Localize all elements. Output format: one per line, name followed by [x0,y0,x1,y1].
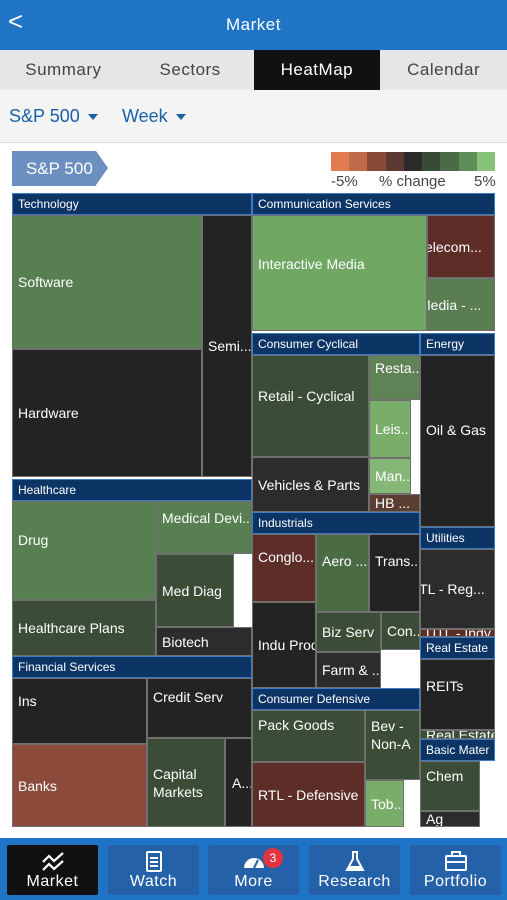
heatmap-cell-transportation[interactable]: Trans... [369,534,420,612]
index-dropdown[interactable]: S&P 500 [9,106,98,127]
nav-market[interactable]: Market [7,845,98,895]
heatmap-cell-restaurants[interactable]: Resta... [369,355,420,400]
chevron-down-icon [87,114,98,121]
index-breadcrumb[interactable]: S&P 500 [12,151,108,186]
sector-header-basic-materials[interactable]: Basic Mater [420,739,495,761]
tab-calendar[interactable]: Calendar [407,60,481,79]
heatmap-cell-credit-serv[interactable]: Credit Serv [147,678,252,738]
legend-swatch [331,152,350,171]
sector-header-financial-services[interactable]: Financial Services [12,656,252,678]
top-bar: < Market [0,0,507,50]
heatmap-cell-asset-mgmt[interactable]: A... [225,738,252,827]
legend-swatch [476,152,495,171]
heatmap-cell-chem[interactable]: Chem [420,761,480,811]
bottom-nav: Market Watch 3 More Research Portfolio [0,838,507,900]
legend-swatch [385,152,404,171]
sector-header-healthcare[interactable]: Healthcare [12,479,252,501]
tab-sectors[interactable]: Sectors [159,60,221,79]
chevron-down-icon [175,114,186,121]
sector-header-consumer-cyclical[interactable]: Consumer Cyclical [252,333,420,355]
heatmap-cell-reits[interactable]: REITs [420,659,495,730]
heatmap-cell-real-estate-other[interactable]: Real Estate ... [420,730,495,739]
legend-swatch [403,152,423,171]
chart-trend-icon [41,852,64,871]
tab-summary[interactable]: Summary [25,60,102,79]
heatmap-cell-drug[interactable]: Drug [12,501,156,600]
nav-portfolio[interactable]: Portfolio [410,845,501,895]
heatmap-cell-oil-gas[interactable]: Oil & Gas [420,355,495,527]
heatmap-cell-telecom[interactable]: Telecom... [427,215,495,278]
heatmap-cell-hardware[interactable]: Hardware [12,349,202,477]
heatmap-cell-leisure[interactable]: Leis... [369,400,411,458]
briefcase-icon [444,851,467,871]
filter-bar: S&P 500 Week [0,90,507,143]
tab-heatmap[interactable]: HeatMap [253,50,381,90]
nav-more[interactable]: 3 More [208,845,299,895]
sector-header-energy[interactable]: Energy [420,333,495,355]
legend-swatch [367,152,386,171]
heatmap-cell-beverages-non-alcoholic[interactable]: Bev - Non-A [365,710,420,780]
nav-watch-label: Watch [129,873,178,890]
heatmap-cell-construction[interactable]: Con... [381,612,420,650]
flask-icon [344,851,365,871]
heatmap-cell-utl-independent[interactable]: UTL - Indy... [420,629,495,637]
heatmap-cell-healthcare-plans[interactable]: Healthcare Plans [12,600,156,656]
back-button[interactable]: < [8,6,24,36]
heatmap-cell-conglomerates[interactable]: Conglo... [252,534,316,602]
page-title: Market [226,15,281,34]
sector-header-technology[interactable]: Technology [12,193,252,215]
heatmap-cell-manufacturing[interactable]: Man... [369,458,411,494]
heatmap-cell-biotech[interactable]: Biotech [156,627,252,656]
heatmap-cell-banks[interactable]: Banks [12,744,147,827]
legend-high-label: 5% [474,173,496,190]
heatmap-cell-ag[interactable]: Ag [420,811,480,827]
heatmap-cell-rtl-defensive[interactable]: RTL - Defensive [252,762,365,827]
heatmap-cell-indu-prod[interactable]: Indu Prod [252,602,316,688]
heatmap-cell-capital-markets[interactable]: Capital Markets [147,738,225,827]
nav-research-label: Research [318,873,391,890]
heatmap-cell-aerospace[interactable]: Aero ... [316,534,369,612]
index-dropdown-label: S&P 500 [9,106,80,126]
period-dropdown-label: Week [122,106,168,126]
nav-watch[interactable]: Watch [108,845,199,895]
nav-more-label: More [234,873,273,890]
nav-research[interactable]: Research [309,845,400,895]
sector-header-utilities[interactable]: Utilities [420,527,495,549]
color-legend [331,152,495,171]
notification-badge: 3 [263,848,283,868]
legend-low-label: -5% [331,173,358,190]
nav-portfolio-label: Portfolio [423,873,488,890]
gauge-icon [243,858,264,869]
heatmap-cell-software[interactable]: Software [12,215,202,349]
sector-header-industrials[interactable]: Industrials [252,512,420,534]
legend-swatch [458,152,477,171]
heatmap-cell-med-diag[interactable]: Med Diag [156,554,234,627]
period-dropdown[interactable]: Week [122,106,186,127]
heatmap-cell-homebuilding[interactable]: HB ... [369,494,420,512]
heatmap-cell-pack-goods[interactable]: Pack Goods [252,710,365,762]
nav-market-label: Market [26,873,79,890]
tab-bar: Summary Sectors HeatMap Calendar [0,50,507,90]
heatmap-cell-vehicles-parts[interactable]: Vehicles & Parts [252,457,369,512]
legend-swatch [422,152,441,171]
heatmap-cell-ins[interactable]: Ins [12,678,147,744]
heatmap-cell-tobacco[interactable]: Tob... [365,780,404,827]
sector-header-consumer-defensive[interactable]: Consumer Defensive [252,688,420,710]
heatmap-cell-utl-regulated[interactable]: UTL - Reg... [420,549,495,629]
heatmap-cell-semiconductors[interactable]: Semi... [202,215,252,477]
heatmap-cell-biz-serv[interactable]: Biz Serv [316,612,381,652]
heatmap-cell-media[interactable]: Media - ... [427,278,495,331]
legend-mid-label: % change [379,173,446,190]
clipboard-icon [145,851,162,872]
sector-header-real-estate[interactable]: Real Estate [420,637,495,659]
legend-swatch [440,152,459,171]
heatmap-cell-medical-devices[interactable]: Medical Devi... [156,501,252,554]
legend-swatch [349,152,368,171]
sector-header-communication-services[interactable]: Communication Services [252,193,495,215]
heatmap-cell-retail-cyclical[interactable]: Retail - Cyclical [252,355,369,457]
heatmap-cell-interactive-media[interactable]: Interactive Media [252,215,427,331]
heatmap-cell-farm[interactable]: Farm & ... [316,652,381,688]
